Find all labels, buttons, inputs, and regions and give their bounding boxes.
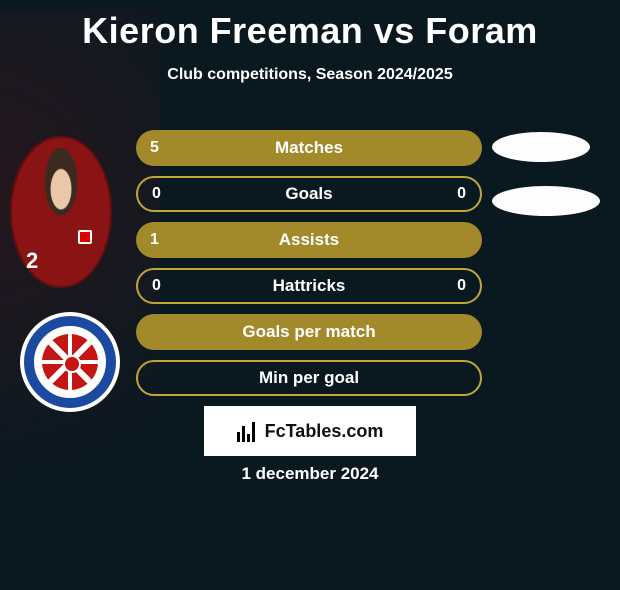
player-photo-left: 2	[10, 136, 112, 288]
club-badge-ring	[24, 316, 116, 408]
stat-bar: Goals per match	[136, 314, 482, 350]
stat-bar: Matches 5	[136, 130, 482, 166]
stat-bar-value-left: 5	[150, 139, 159, 157]
page-subtitle: Club competitions, Season 2024/2025	[0, 66, 620, 84]
stat-bar-label: Assists	[279, 230, 339, 250]
stat-bar: Goals 0 0	[136, 176, 482, 212]
stat-bar-value-left: 0	[152, 277, 161, 295]
club-badge-left	[20, 312, 120, 412]
player-photo-right-placeholder-2	[492, 186, 600, 216]
content-root: Kieron Freeman vs Foram Club competition…	[0, 10, 620, 84]
jersey-number: 2	[26, 248, 38, 274]
brand-badge: FcTables.com	[204, 406, 416, 456]
player-photo-right-placeholder-1	[492, 132, 590, 162]
stat-bar: Hattricks 0 0	[136, 268, 482, 304]
stat-bars: Matches 5 Goals 0 0 Assists 1 Hattricks 0 0 Goals …	[136, 130, 482, 406]
stat-bar-label: Goals per match	[242, 322, 375, 342]
footer-date: 1 december 2024	[0, 464, 620, 484]
stat-bar-label: Min per goal	[259, 368, 359, 388]
stat-bar-value-left: 1	[150, 231, 159, 249]
page-title: Kieron Freeman vs Foram	[0, 10, 620, 52]
stat-bar-label: Matches	[275, 138, 343, 158]
jersey-crest-icon	[78, 230, 92, 244]
stat-bar-label: Hattricks	[273, 276, 346, 296]
club-badge-wheel-icon	[42, 334, 98, 390]
stat-bar-label: Goals	[285, 184, 332, 204]
stat-bar-value-right: 0	[457, 185, 466, 203]
stat-bar-value-right: 0	[457, 277, 466, 295]
brand-text: FcTables.com	[265, 421, 384, 442]
brand-chart-icon	[237, 420, 259, 442]
stat-bar-value-left: 0	[152, 185, 161, 203]
stat-bar: Assists 1	[136, 222, 482, 258]
stat-bar: Min per goal	[136, 360, 482, 396]
